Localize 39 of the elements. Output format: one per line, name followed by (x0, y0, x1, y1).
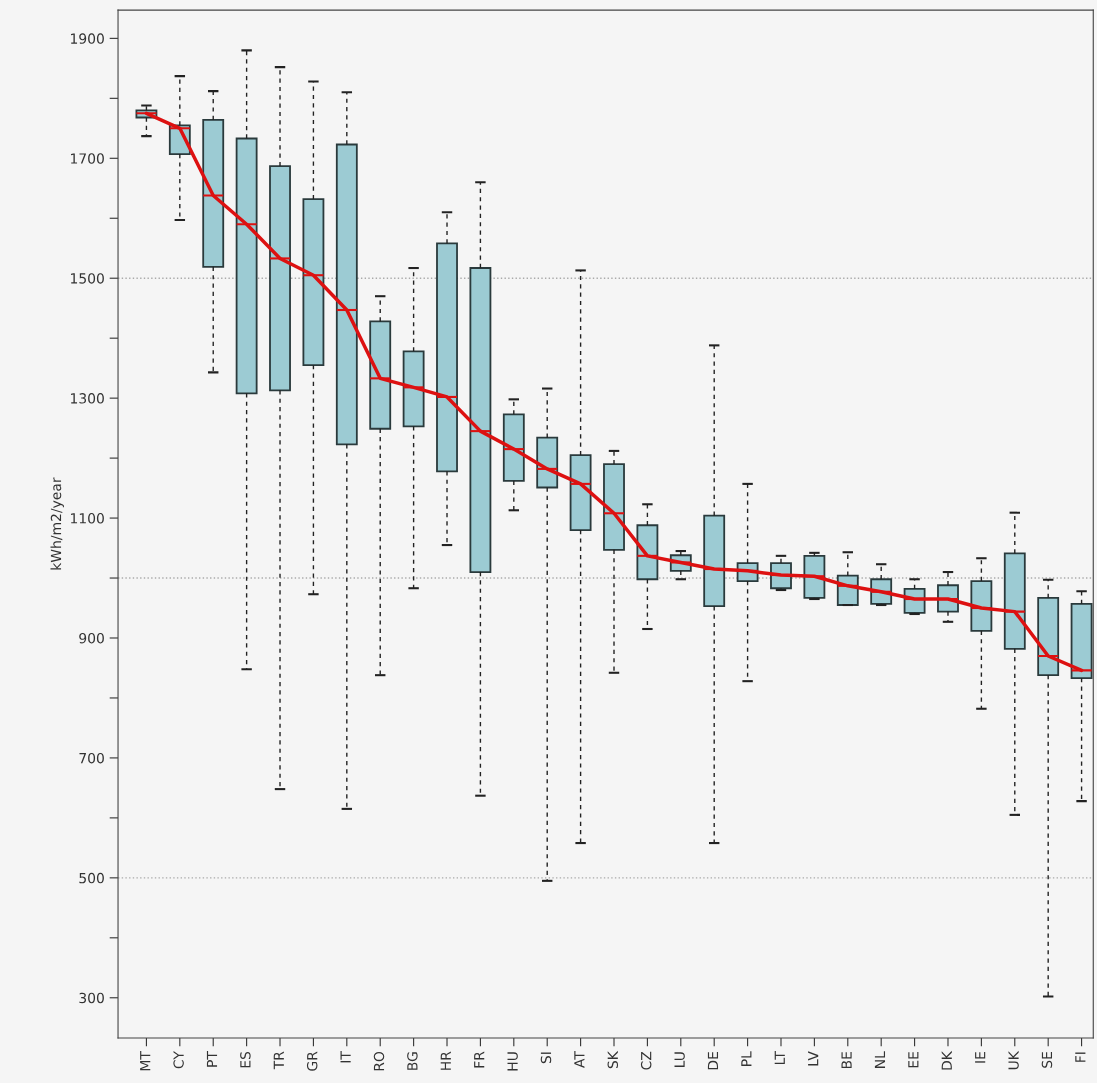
y-tick-label: 700 (79, 752, 104, 764)
x-tick-label: IE (975, 1052, 986, 1063)
x-tick-label: CZ (640, 1051, 652, 1070)
x-tick-label: IT (340, 1051, 351, 1063)
x-tick-label: FR (474, 1051, 485, 1068)
x-tick-label: EE (908, 1052, 919, 1068)
x-tick-label: MT (140, 1051, 151, 1071)
y-tick-label: 1100 (71, 513, 104, 524)
y-tick-label: 900 (79, 632, 104, 644)
x-tick-label: LU (674, 1052, 685, 1067)
x-tick-label: SK (607, 1050, 619, 1069)
y-tick-label: 1500 (71, 273, 104, 284)
x-tick-label: BE (841, 1052, 852, 1069)
x-tick-label: CY (173, 1051, 184, 1069)
x-tick-label: AT (574, 1051, 585, 1068)
y-tick-label: 1300 (71, 393, 104, 404)
y-axis-title: kWh/m2/year (50, 477, 64, 570)
x-tick-label: SI (540, 1052, 552, 1064)
x-tick-label: DE (707, 1052, 719, 1070)
x-tick-label: TR (273, 1051, 284, 1070)
x-tick-label: ES (240, 1051, 251, 1068)
x-tick-label: SE (1041, 1052, 1053, 1068)
x-tick-label: NL (874, 1051, 886, 1068)
x-tick-label: UK (1008, 1050, 1019, 1070)
x-tick-label: GR (306, 1051, 318, 1071)
x-tick-label: BG (407, 1052, 418, 1070)
x-tick-label: FI (1075, 1052, 1086, 1062)
x-tick-label: LT (774, 1051, 785, 1065)
y-tick-label: 1900 (71, 33, 104, 44)
y-tick-label: 1700 (71, 153, 104, 164)
x-tick-label: HU (507, 1052, 518, 1071)
y-tick-label: 500 (79, 872, 104, 884)
x-tick-label: HR (440, 1051, 451, 1070)
y-tick-label: 300 (79, 992, 104, 1004)
x-tick-label: PL (741, 1051, 752, 1066)
x-tick-label: LV (808, 1051, 819, 1066)
x-tick-label: PT (206, 1051, 218, 1067)
x-tick-label: DK (941, 1050, 952, 1070)
x-tick-label: RO (373, 1051, 385, 1071)
